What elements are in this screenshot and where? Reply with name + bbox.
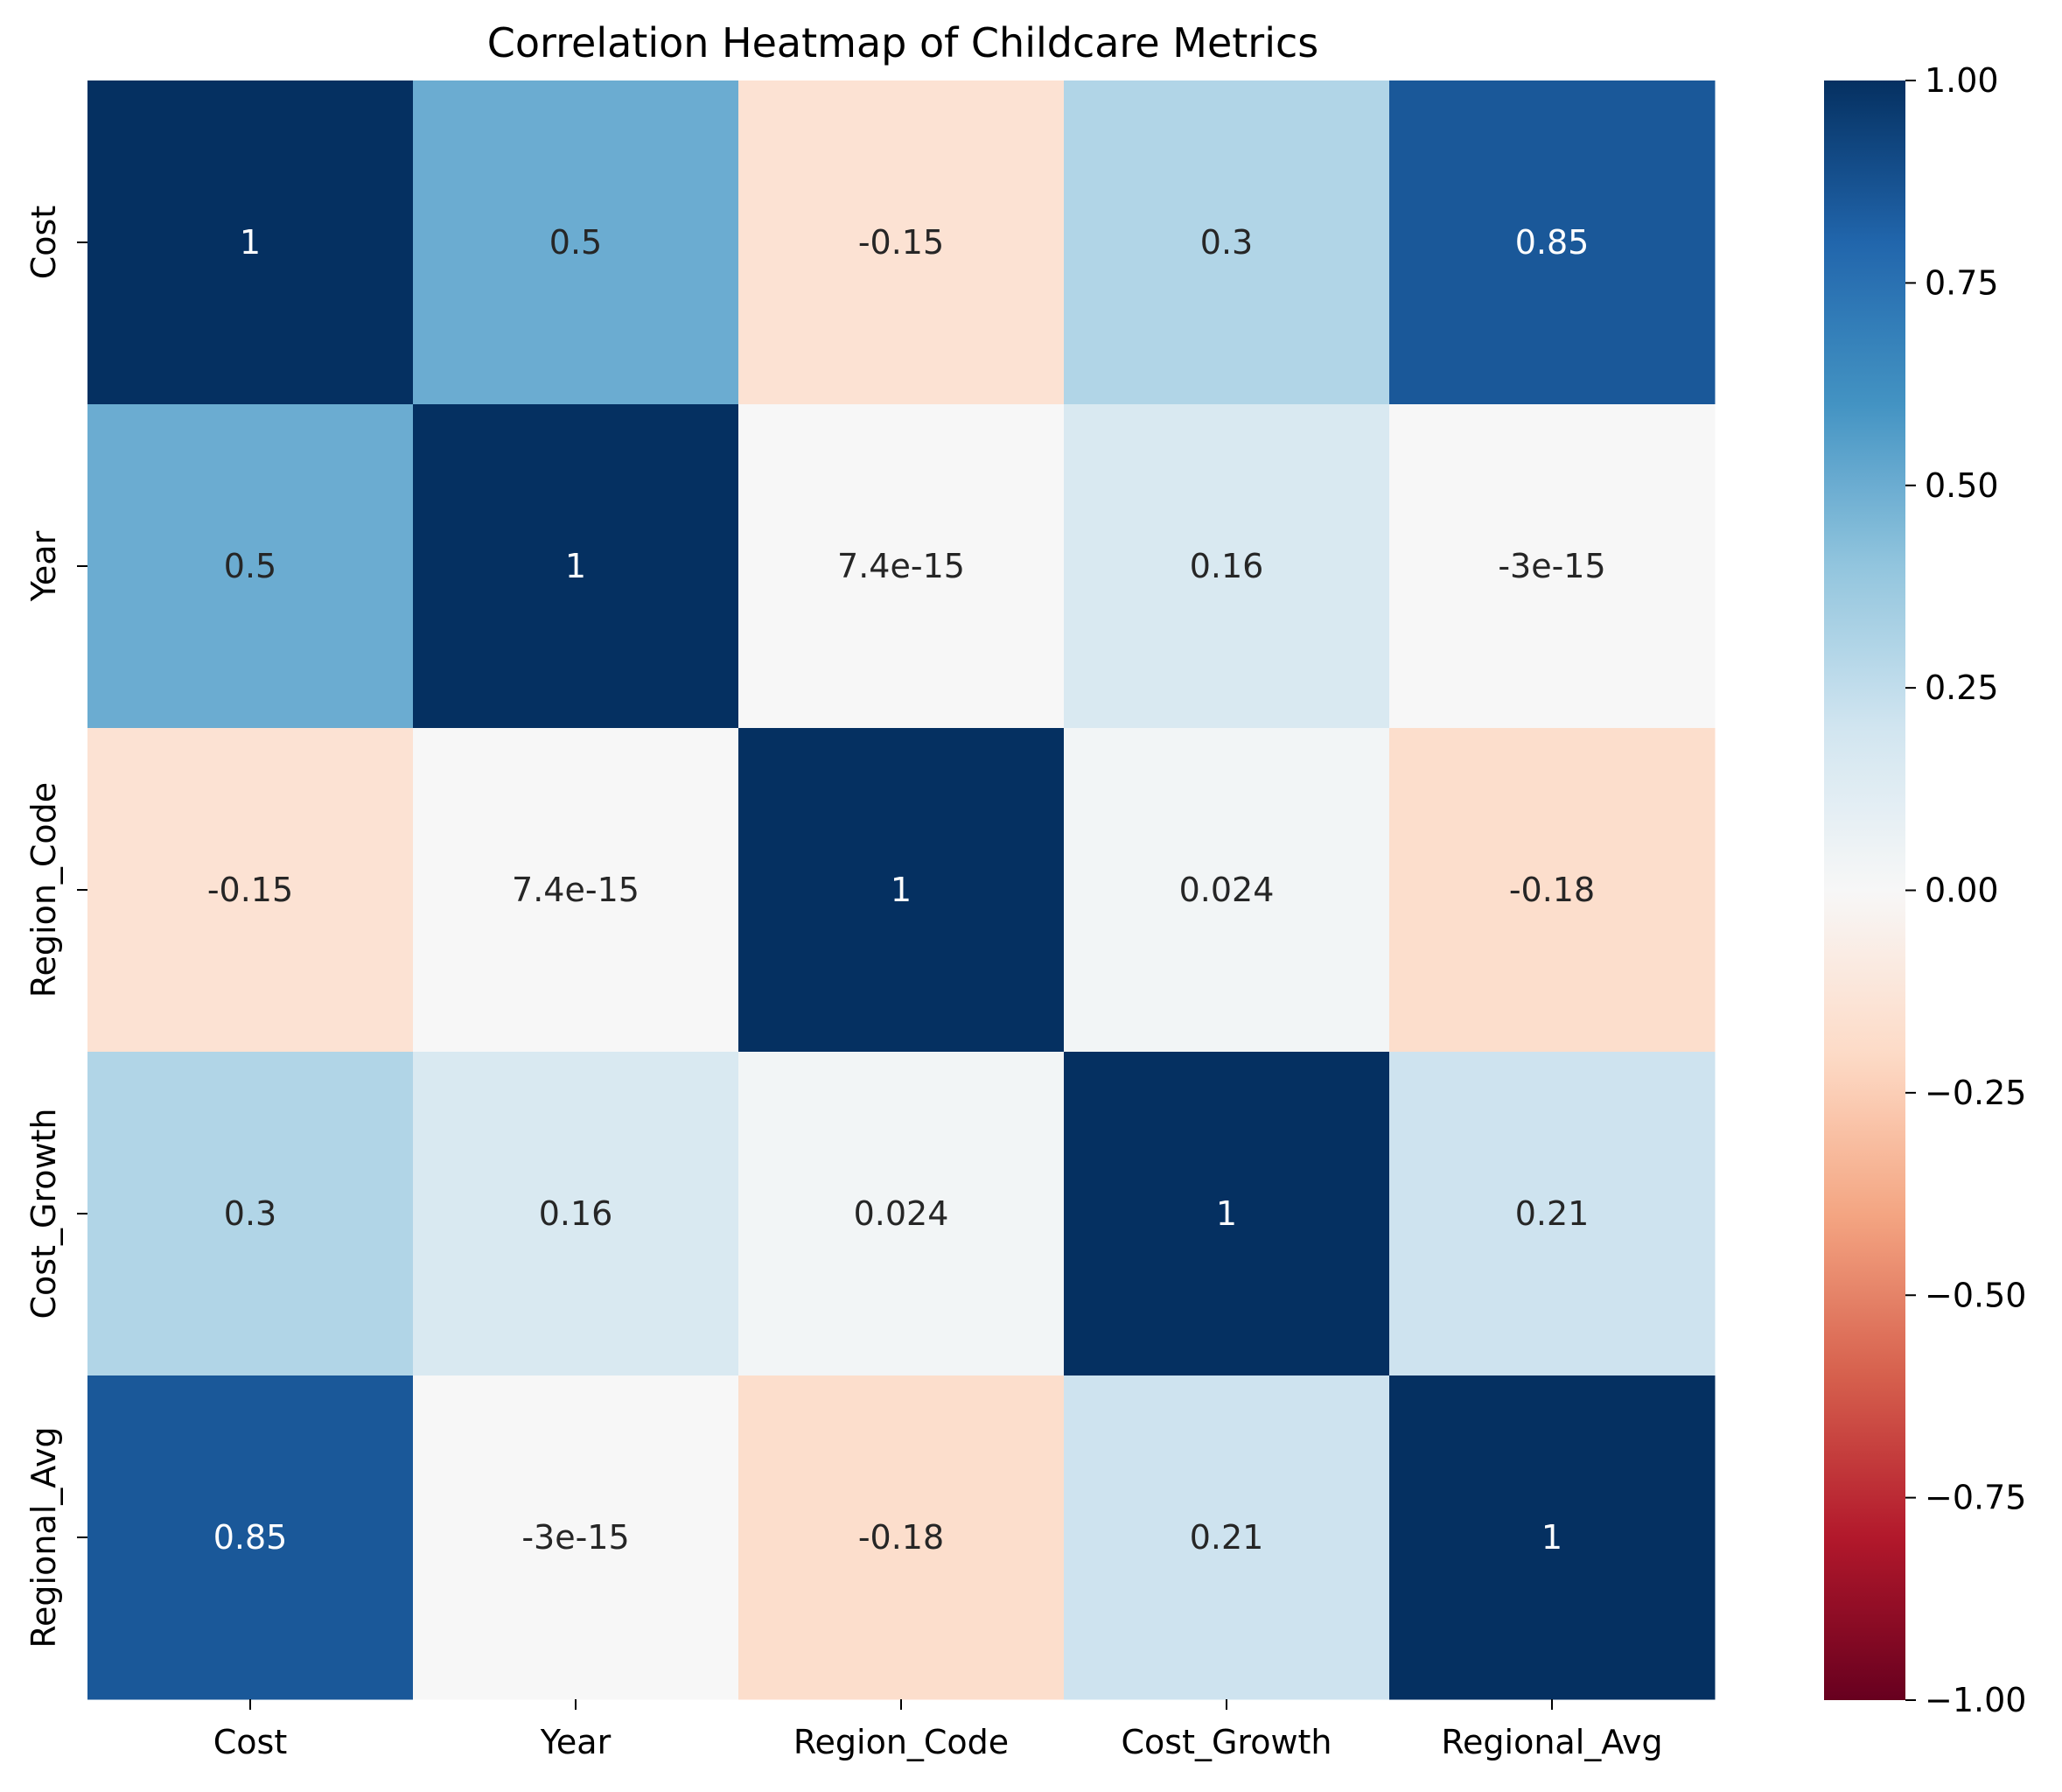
- heatmap-cell: [413, 1376, 739, 1700]
- heatmap-cell: [1064, 728, 1390, 1053]
- cell-value-label: 7.4e-15: [512, 871, 640, 909]
- heatmap-cell: [1064, 1052, 1390, 1376]
- x-tick-label: Year: [540, 1723, 612, 1761]
- heatmap-cell: [1064, 404, 1390, 729]
- cell-value-label: -3e-15: [1498, 547, 1605, 585]
- heatmap-cell: [1389, 1376, 1716, 1700]
- colorbar-tick-label: 1.00: [1925, 61, 1999, 100]
- heatmap-cell: [1389, 404, 1716, 729]
- heatmap-cells: 1 0.5 -0.15 0.3 0.85 0.5 1 7.4e-15 0.16 -3e-15 -0.…: [87, 80, 1716, 1700]
- cell-value-label: -0.15: [858, 223, 944, 262]
- cell-value-label: 0.3: [224, 1194, 276, 1233]
- heatmap-cell: [87, 404, 414, 729]
- cell-value-label: 0.5: [224, 547, 276, 585]
- heatmap-cell: [413, 1052, 739, 1376]
- heatmap-cell: [1389, 1052, 1716, 1376]
- x-axis: Cost Year Region_Code Cost_Growth Regional_A…: [213, 1699, 1663, 1761]
- heatmap-cell: [738, 404, 1065, 729]
- cell-value-label: 1: [565, 547, 586, 585]
- x-tick-label: Cost: [213, 1723, 287, 1761]
- heatmap-cell: [1389, 80, 1716, 405]
- cell-value-label: 1: [240, 223, 261, 262]
- colorbar-tick-label: −0.50: [1925, 1276, 2026, 1314]
- colorbar: 1.00 0.75 0.50 0.25 0.00 −0.25 −0.50 −0.75 −1.00: [1824, 61, 2026, 1719]
- cell-value-label: 0.024: [854, 1194, 949, 1233]
- x-tick-label: Regional_Avg: [1441, 1723, 1662, 1761]
- heatmap-cell: [738, 80, 1065, 405]
- colorbar-tick-label: −1.00: [1925, 1681, 2026, 1719]
- x-tick-label: Region_Code: [793, 1723, 1009, 1761]
- colorbar-tick-label: −0.25: [1925, 1074, 2026, 1112]
- chart-title: Correlation Heatmap of Childcare Metrics: [487, 19, 1318, 66]
- heatmap-cell: [738, 1376, 1065, 1700]
- cell-value-label: 1: [891, 871, 912, 909]
- cell-value-label: 1: [1216, 1194, 1237, 1233]
- y-tick-label: Region_Code: [24, 782, 63, 998]
- cell-value-label: -0.18: [858, 1518, 944, 1557]
- cell-value-label: 0.16: [1190, 547, 1264, 585]
- colorbar-tick-label: 0.50: [1925, 466, 1999, 505]
- cell-value-label: 0.21: [1190, 1518, 1264, 1557]
- heatmap-cell: [738, 1052, 1065, 1376]
- heatmap-cell: [1064, 1376, 1390, 1700]
- heatmap-cell: [87, 728, 414, 1053]
- heatmap-cell: [413, 80, 739, 405]
- cell-value-label: -3e-15: [521, 1518, 629, 1557]
- cell-value-label: 1: [1541, 1518, 1562, 1557]
- heatmap-cell: [413, 728, 739, 1053]
- heatmap-cell: [87, 80, 414, 405]
- y-tick-label: Year: [24, 530, 63, 602]
- cell-value-label: -0.18: [1509, 871, 1595, 909]
- cell-value-label: 0.3: [1200, 223, 1253, 262]
- heatmap-cell: [1389, 728, 1716, 1053]
- y-axis: Cost Year Region_Code Cost_Growth Regional_A…: [24, 206, 87, 1648]
- colorbar-tick-label: 0.75: [1925, 263, 1999, 302]
- heatmap-cell: [738, 728, 1065, 1053]
- y-tick-label: Regional_Avg: [24, 1426, 63, 1648]
- colorbar-tick-label: 0.00: [1925, 872, 1999, 910]
- colorbar-tick-label: 0.25: [1925, 668, 1999, 707]
- heatmap-cell: [413, 404, 739, 729]
- colorbar-tick-label: −0.75: [1925, 1479, 2026, 1517]
- cell-value-label: 0.85: [1515, 223, 1590, 262]
- heatmap-cell: [87, 1052, 414, 1376]
- colorbar-gradient: [1824, 80, 1905, 1700]
- cell-value-label: -0.15: [207, 871, 293, 909]
- cell-value-label: 0.5: [549, 223, 602, 262]
- cell-value-label: 0.85: [213, 1518, 288, 1557]
- cell-value-label: 0.024: [1179, 871, 1275, 909]
- cell-value-label: 7.4e-15: [837, 547, 965, 585]
- cell-value-label: 0.21: [1515, 1194, 1590, 1233]
- y-tick-label: Cost: [24, 206, 63, 279]
- cell-value-label: 0.16: [539, 1194, 613, 1233]
- heatmap-cell: [1064, 80, 1390, 405]
- y-tick-label: Cost_Growth: [24, 1108, 63, 1319]
- x-tick-label: Cost_Growth: [1121, 1723, 1332, 1761]
- heatmap-cell: [87, 1376, 414, 1700]
